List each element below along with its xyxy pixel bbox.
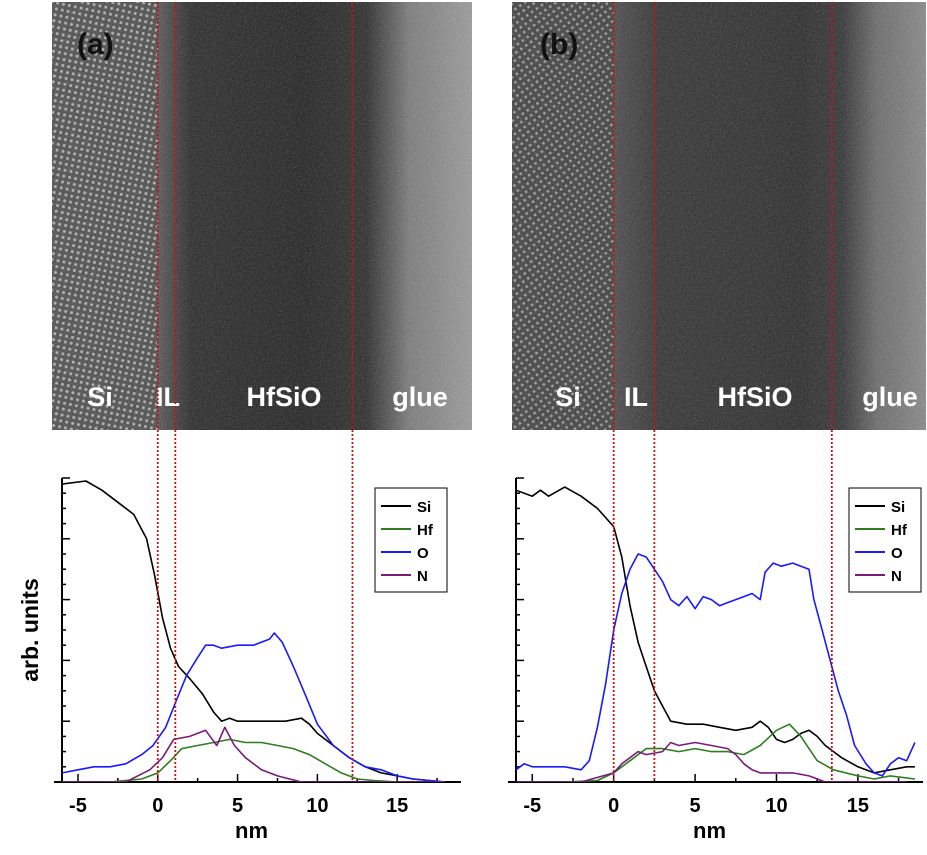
profile-plot-b: -5 0 5 10 15 nm Si Hf ON <box>508 477 923 843</box>
tem-image-a: (a) Si IL HfSiO glue <box>52 2 472 430</box>
profile-plot-a: -5 0 5 10 15 nm arb. units Si Hf ON <box>17 477 461 843</box>
x-tick-label: 0 <box>152 795 163 817</box>
series-line-o <box>516 553 916 777</box>
x-tick-label: 5 <box>690 795 701 817</box>
series-line-o <box>62 632 446 782</box>
x-tick-label: 5 <box>232 795 243 817</box>
legend-label-si: Si <box>891 499 905 516</box>
tem-region-label: IL <box>624 382 648 412</box>
legend: Si Hf ON <box>374 487 448 593</box>
x-axis-title: nm <box>693 818 726 843</box>
tem-region-label: HfSiO <box>246 382 321 412</box>
x-tick-label: 15 <box>847 795 869 817</box>
tem-region-label: HfSiO <box>717 382 792 412</box>
tem-image-b: (b) Si IL HfSiO glue <box>512 2 926 430</box>
legend-label-n: N <box>891 568 902 585</box>
series-line-n <box>516 741 907 782</box>
series-line-n <box>62 726 445 782</box>
tem-images: (a) Si IL HfSiO glue (b) Si IL HfSiO glue <box>52 2 926 430</box>
series-line-hf <box>62 738 445 782</box>
tem-noise <box>52 2 472 430</box>
legend-label-hf: Hf <box>891 522 908 539</box>
legend-label-o: O <box>891 545 903 562</box>
legend-label-si: Si <box>417 499 431 516</box>
series-group <box>516 486 916 782</box>
legend-label-o: O <box>417 545 429 562</box>
tem-region-label: Si <box>87 382 113 412</box>
x-tick-label: -5 <box>523 795 541 817</box>
tem-region-label: glue <box>862 382 918 412</box>
legend-box <box>848 487 922 593</box>
series-line-hf <box>516 723 916 782</box>
x-tick-label: 0 <box>608 795 619 817</box>
x-tick-label: -5 <box>69 795 87 817</box>
series-group <box>62 480 446 782</box>
interface-markers <box>156 2 833 782</box>
legend-label-n: N <box>417 568 428 585</box>
panel-letter: (a) <box>77 28 114 61</box>
tem-region-label: IL <box>156 382 180 412</box>
tem-region-label: Si <box>555 382 581 412</box>
tem-noise <box>512 2 926 430</box>
y-axis-title: arb. units <box>17 578 43 682</box>
legend-label-hf: Hf <box>417 522 434 539</box>
x-tick-label: 10 <box>765 795 787 817</box>
series-line-si <box>516 486 915 774</box>
tem-region-label: glue <box>392 382 448 412</box>
x-tick-label: 15 <box>386 795 408 817</box>
x-axis-title: nm <box>235 818 268 843</box>
legend-box <box>374 487 448 593</box>
x-tick-label: 10 <box>306 795 328 817</box>
legend: Si Hf ON <box>848 487 922 593</box>
panel-letter: (b) <box>540 28 578 61</box>
